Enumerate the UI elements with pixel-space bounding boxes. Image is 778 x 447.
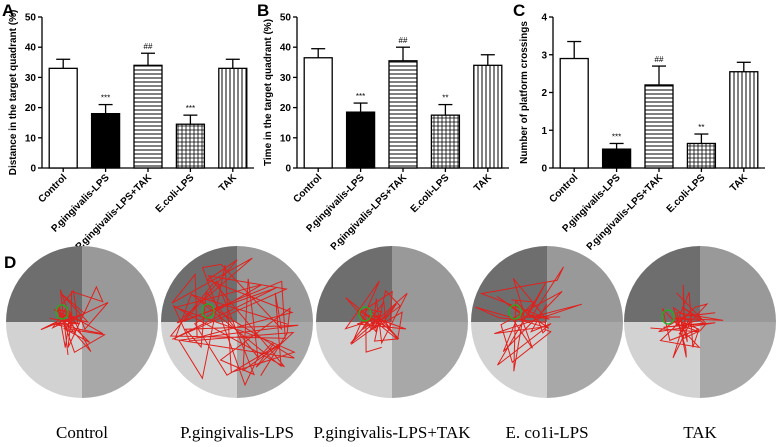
y-tick-label: 50 — [280, 13, 292, 24]
y-tick-label: 0 — [541, 164, 547, 175]
y-tick-label: 0 — [285, 164, 291, 175]
x-tick-label: E.coli-LPS — [665, 172, 708, 215]
y-tick-label: 20 — [25, 103, 37, 114]
y-tick-label: 40 — [280, 43, 292, 54]
y-axis-label: Number of platform crossings — [519, 21, 530, 164]
x-tick-label: TAK — [728, 172, 750, 194]
pool — [161, 246, 313, 398]
x-tick-label: TAK — [217, 172, 239, 194]
quadrants — [161, 246, 313, 398]
bar — [345, 111, 376, 169]
significance: *** — [101, 94, 110, 103]
bar — [90, 112, 121, 169]
y-axis-label: Time in the target quadrant (%) — [263, 19, 274, 166]
bar — [686, 142, 717, 169]
y-tick-label: 10 — [280, 133, 292, 144]
panel-label: C — [513, 1, 525, 20]
swim-path — [169, 257, 299, 387]
group-label: Control — [56, 423, 108, 442]
bar — [430, 114, 461, 169]
x-tick-label: Control — [36, 172, 69, 205]
quadrant — [700, 246, 776, 322]
bar — [388, 60, 418, 169]
x-tick-label: P.gingivalis-LPS+TAK — [585, 172, 666, 253]
y-tick-label: 1 — [541, 126, 547, 137]
quadrant — [161, 246, 237, 322]
bar — [729, 71, 759, 169]
bar — [601, 148, 632, 169]
quadrants — [471, 246, 623, 398]
y-tick-label: 0 — [30, 164, 36, 175]
platform — [201, 303, 215, 319]
significance: ## — [399, 36, 408, 45]
group-label: TAK — [683, 423, 717, 442]
significance: ** — [442, 94, 448, 103]
y-tick-label: 30 — [25, 73, 37, 84]
x-tick-label: E.coli-LPS — [409, 172, 452, 215]
y-tick-label: 50 — [25, 13, 37, 24]
group-label: P.gingivalis-LPS+TAK — [314, 423, 472, 442]
significance: ## — [144, 42, 153, 51]
y-tick-label: 2 — [541, 88, 547, 99]
quadrant — [392, 322, 468, 398]
quadrant — [316, 246, 392, 322]
panel-label: D — [4, 253, 16, 272]
y-tick-label: 40 — [25, 43, 37, 54]
panel-label: A — [2, 1, 14, 20]
significance: ## — [655, 55, 664, 64]
bar — [133, 64, 163, 169]
quadrants — [624, 246, 776, 398]
x-tick-label: TAK — [472, 172, 494, 194]
x-tick-label: P.gingivalis-LPS+TAK — [74, 172, 155, 253]
quadrant — [700, 322, 776, 398]
y-tick-label: 10 — [25, 133, 37, 144]
platform — [508, 304, 522, 320]
x-tick-label: Control — [291, 172, 324, 205]
y-tick-label: 3 — [541, 50, 547, 61]
swim-path — [40, 285, 109, 356]
group-label: E. co1i-LPS — [505, 423, 588, 442]
swim-path — [344, 280, 408, 353]
bar — [175, 123, 206, 169]
bar — [473, 64, 503, 169]
significance: *** — [612, 132, 621, 141]
quadrant — [6, 322, 82, 398]
quadrant — [471, 322, 547, 398]
x-tick-label: Control — [547, 172, 580, 205]
quadrant — [82, 246, 158, 322]
pool — [624, 246, 776, 398]
pool — [316, 246, 468, 398]
y-tick-label: 20 — [280, 103, 292, 114]
quadrant — [392, 246, 468, 322]
bar — [559, 57, 589, 169]
pool — [6, 246, 158, 398]
platform — [661, 309, 675, 325]
group-label: P.gingivalis-LPS — [180, 423, 294, 442]
significance: *** — [186, 104, 195, 113]
y-tick-label: 30 — [280, 73, 292, 84]
pool — [471, 246, 623, 398]
swim-paths: D Control P.gingivalis-LPS P.gingivalis-LP… — [4, 246, 776, 442]
x-tick-label: P.gingivalis-LPS+TAK — [329, 172, 410, 253]
swim-path — [475, 266, 583, 372]
quadrant — [6, 246, 82, 322]
bar — [644, 84, 674, 169]
quadrant — [547, 322, 623, 398]
bar — [48, 67, 78, 169]
bar — [303, 57, 333, 169]
significance: ** — [698, 123, 704, 132]
platform — [55, 304, 69, 320]
panel-label: B — [257, 1, 269, 20]
swim-path — [650, 284, 724, 359]
platform — [358, 306, 372, 322]
y-axis-label: Distance in the target quadrant (%) — [8, 10, 19, 176]
bar — [218, 67, 248, 169]
significance: *** — [356, 92, 365, 101]
x-tick-label: E.coli-LPS — [154, 172, 197, 215]
y-tick-label: 4 — [541, 13, 547, 24]
